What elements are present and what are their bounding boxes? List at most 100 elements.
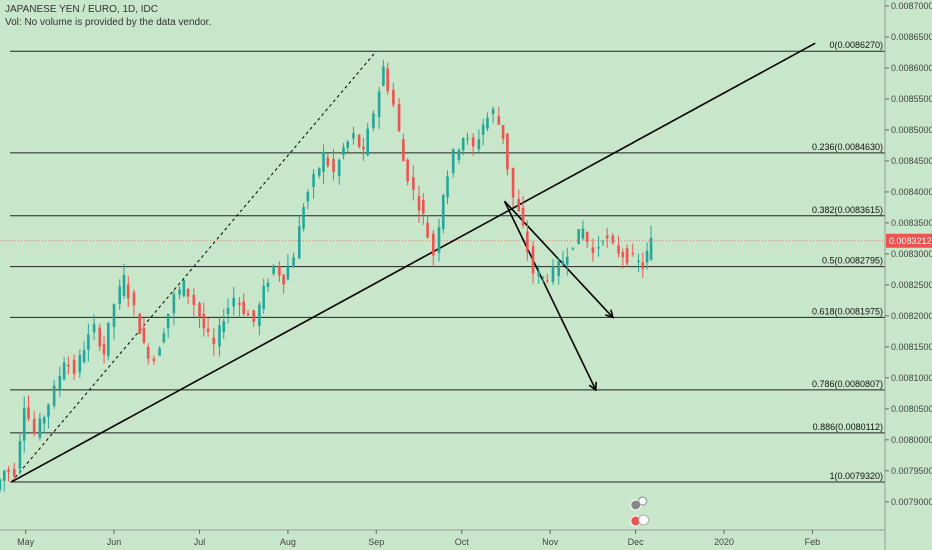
candle-body-57 <box>282 274 285 285</box>
candle-body-83 <box>412 177 415 190</box>
candle-body-45 <box>222 321 226 333</box>
candle-body-108 <box>537 271 541 277</box>
candle-body-75 <box>372 113 375 129</box>
arrow-to-0618-head <box>605 309 614 319</box>
candle-body-63 <box>312 173 315 188</box>
candle-body-11 <box>52 385 56 406</box>
candle-body-55 <box>272 265 275 274</box>
candle-body-112 <box>557 260 560 276</box>
candle-body-58 <box>286 265 290 280</box>
candle-body-80 <box>397 104 401 132</box>
candle-body-96 <box>477 139 481 149</box>
time-tick-label-0: May <box>17 537 35 547</box>
time-tick-label-7: Dec <box>628 537 645 547</box>
candle-body-130 <box>645 250 649 263</box>
candles <box>0 59 653 493</box>
candle-body-120 <box>597 247 600 249</box>
candle-body-56 <box>278 266 281 276</box>
candle-body-44 <box>218 325 221 347</box>
candle-body-36 <box>178 289 181 295</box>
last-price-label: 0.0083212 <box>889 236 932 246</box>
candle-body-113 <box>561 261 565 265</box>
time-tick-label-5: Oct <box>455 537 470 547</box>
candle-body-70 <box>346 141 350 148</box>
candle-body-125 <box>621 252 625 258</box>
candle-body-15 <box>72 359 76 374</box>
candle-body-9 <box>42 417 46 424</box>
fib-label-4: 0.618(0.0081975) <box>812 306 883 316</box>
candle-body-111 <box>551 266 555 282</box>
candle-body-122 <box>605 235 609 239</box>
candle-body-39 <box>192 294 196 306</box>
candle-body-32 <box>158 348 161 356</box>
candle-body-64 <box>317 168 321 176</box>
candle-body-89 <box>441 195 445 229</box>
candle-body-79 <box>392 89 395 105</box>
price-tick-label-13: 0.0080500 <box>891 404 932 414</box>
time-axis: May Jun Jul Aug Sep Oct Nov Dec 2020 Feb <box>0 529 885 547</box>
candle-body-104 <box>517 199 521 212</box>
candle-body-100 <box>497 116 501 125</box>
candle-body-52 <box>258 304 261 326</box>
candle-body-110 <box>545 280 549 282</box>
fib-label-5: 0.786(0.0080807) <box>812 379 883 389</box>
time-tick-label-8: 2020 <box>714 537 734 547</box>
time-tick-label-3: Aug <box>280 537 296 547</box>
candle-body-1 <box>2 470 6 481</box>
candle-body-77 <box>382 66 385 86</box>
candle-body-26 <box>126 284 130 299</box>
time-tick-label-9: Feb <box>805 537 821 547</box>
candle-body-73 <box>362 146 365 150</box>
candle-body-118 <box>585 232 589 242</box>
price-tick-label-10: 0.0082000 <box>891 311 932 321</box>
candle-body-72 <box>357 134 361 147</box>
last-price-box <box>886 233 932 248</box>
fib-label-3: 0.5(0.0082795) <box>822 256 883 266</box>
candle-body-37 <box>182 280 186 297</box>
price-tick-label-5: 0.0084500 <box>891 156 932 166</box>
candle-body-78 <box>386 68 389 91</box>
candle-body-99 <box>491 108 495 115</box>
candle-body-38 <box>186 288 190 297</box>
price-axis-bg <box>885 0 932 550</box>
candle-body-28 <box>138 313 141 335</box>
price-tick-label-1: 0.0086500 <box>891 32 932 42</box>
candle-body-12 <box>58 375 62 389</box>
candle-body-126 <box>625 248 629 264</box>
price-tick-label-2: 0.0086000 <box>891 63 932 73</box>
candle-body-29 <box>142 327 146 343</box>
candle-body-20 <box>98 327 102 347</box>
candle-body-35 <box>172 294 176 314</box>
price-tick-label-16: 0.0079000 <box>891 497 932 507</box>
candle-body-131 <box>649 237 653 260</box>
price-tick-label-15: 0.0079500 <box>891 466 932 476</box>
trend-line <box>11 42 816 483</box>
candle-body-19 <box>92 323 96 333</box>
candle-body-43 <box>212 337 216 345</box>
candle-body-84 <box>417 196 421 211</box>
candle-body-87 <box>431 233 435 256</box>
candle-body-123 <box>611 235 615 243</box>
candle-body-117 <box>581 228 585 239</box>
fib-label-1: 0.236(0.0084630) <box>812 142 883 152</box>
candle-body-60 <box>298 226 301 259</box>
candle-body-76 <box>377 91 381 117</box>
candle-body-48 <box>238 302 241 306</box>
time-tick-label-2: Jul <box>194 537 206 547</box>
price-tick-label-8: 0.0083000 <box>891 249 932 259</box>
candle-body-23 <box>112 304 116 328</box>
candle-body-101 <box>501 125 505 139</box>
candle-body-92 <box>457 149 461 160</box>
candle-body-53 <box>262 286 265 309</box>
price-tick-label-9: 0.0082500 <box>891 280 932 290</box>
candle-body-119 <box>591 247 595 254</box>
candle-body-66 <box>326 157 330 166</box>
price-tick-label-12: 0.0081000 <box>891 373 932 383</box>
candle-body-91 <box>451 149 455 173</box>
price-tick-label-3: 0.0085500 <box>891 94 932 104</box>
candle-body-94 <box>466 138 469 140</box>
candle-body-81 <box>402 139 405 162</box>
candle-body-54 <box>266 282 270 287</box>
